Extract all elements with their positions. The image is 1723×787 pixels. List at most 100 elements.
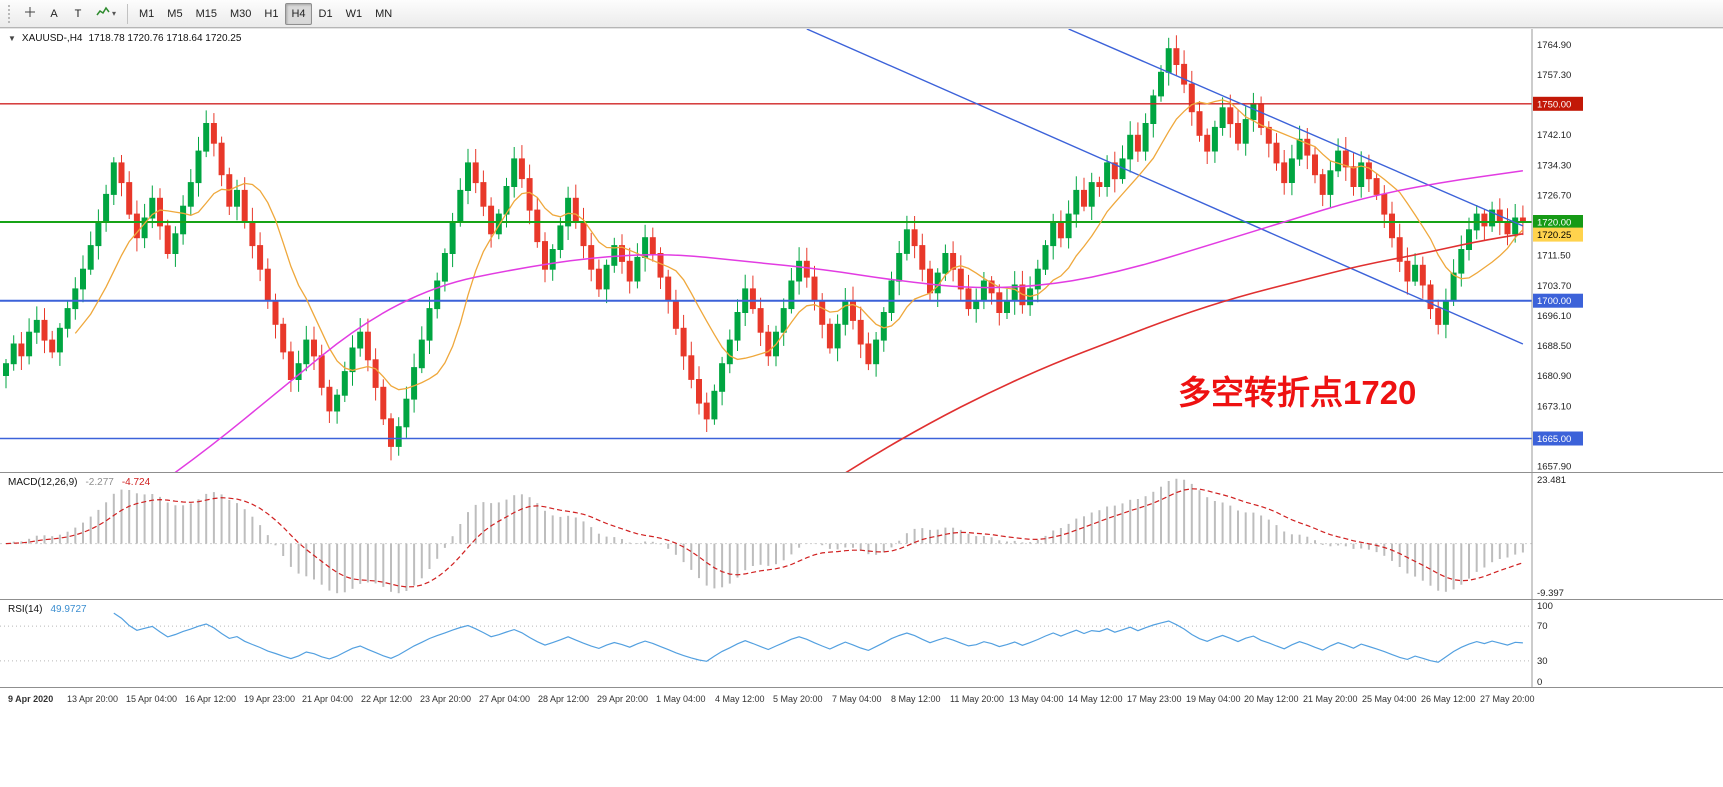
time-label: 13 May 04:00	[1009, 694, 1064, 704]
timeframe-button-h4[interactable]: H4	[285, 2, 312, 25]
macd-label-row: MACD(12,26,9) -2.277 -4.724	[8, 477, 150, 488]
price-tick: 1688.50	[1537, 341, 1571, 352]
time-label: 11 May 20:00	[950, 694, 1004, 704]
chart-window: 1764.90 1757.30 1742.10 1734.30 1726.70 1711.…	[0, 28, 1723, 787]
price-badge: 1665.00	[1533, 431, 1583, 446]
collapse-icon[interactable]: ▼	[8, 34, 16, 43]
price-tick: 1742.10	[1537, 130, 1571, 141]
time-label: 9 Apr 2020	[8, 694, 54, 704]
rsi-chart[interactable]: 100 70 30 0	[0, 600, 1723, 687]
time-label: 1 May 04:00	[656, 694, 706, 704]
rsi-axis-label: 30	[1537, 656, 1548, 667]
price-tick: 1657.90	[1537, 462, 1571, 473]
macd-signal-line	[5, 488, 1524, 588]
trendlines[interactable]	[806, 29, 1524, 345]
time-label: 22 Apr 12:00	[361, 694, 413, 704]
rsi-axis-label: 100	[1537, 601, 1553, 612]
macd-value: -2.277	[85, 477, 114, 488]
time-label: 29 Apr 20:00	[597, 694, 649, 704]
svg-text:1720.00: 1720.00	[1537, 218, 1571, 229]
price-tick: 1726.70	[1537, 191, 1571, 202]
ohlc-values: 1718.78 1720.76 1718.64 1720.25	[88, 33, 242, 44]
time-label: 8 May 12:00	[891, 694, 941, 704]
time-label: 28 Apr 12:00	[538, 694, 590, 704]
rsi-axis-label: 0	[1537, 677, 1542, 687]
price-tick: 1711.50	[1537, 250, 1571, 261]
timeframe-button-m5[interactable]: M5	[161, 3, 188, 25]
chart-annotation: 多空转折点1720	[1178, 374, 1416, 411]
price-tick: 1680.90	[1537, 371, 1571, 382]
svg-text:1720.25: 1720.25	[1537, 230, 1571, 241]
macd-histogram	[12, 478, 1524, 594]
time-label: 21 Apr 04:00	[302, 694, 354, 704]
time-label: 19 May 04:00	[1186, 694, 1241, 704]
chevron-down-icon: ▾	[112, 9, 117, 18]
macd-min-label: -9.397	[1537, 588, 1564, 599]
time-label: 23 Apr 20:00	[420, 694, 472, 704]
macd-panel[interactable]: 23.481 -9.397 MACD(12,26,9) -2.277 -4.724	[0, 472, 1723, 599]
time-label: 5 May 20:00	[773, 694, 823, 704]
indicators-button[interactable]: ▾	[90, 3, 122, 25]
time-label: 27 May 20:00	[1480, 694, 1535, 704]
price-tick: 1764.90	[1537, 40, 1571, 51]
time-label: 4 May 12:00	[715, 694, 765, 704]
indicator-icon	[96, 6, 110, 21]
rsi-panel[interactable]: 100 70 30 0 RSI(14) 49.9727	[0, 599, 1723, 687]
price-badge: 1720.25	[1533, 227, 1583, 242]
time-label: 20 May 12:00	[1244, 694, 1299, 704]
price-badge: 1750.00	[1533, 96, 1583, 111]
crosshair-button[interactable]	[18, 3, 42, 25]
label-tool-button[interactable]: T	[66, 3, 90, 25]
time-label: 27 Apr 04:00	[479, 694, 531, 704]
rsi-levels	[0, 625, 1532, 662]
timeframe-group: M1 M5 M15 M30 H1 H4 D1 W1 MN	[133, 2, 398, 25]
price-badge: 1700.00	[1533, 293, 1583, 308]
toolbar-grip	[8, 4, 14, 23]
svg-text:1665.00: 1665.00	[1537, 434, 1571, 445]
time-label: 7 May 04:00	[832, 694, 882, 704]
timeframe-button-m15[interactable]: M15	[190, 3, 223, 25]
price-tick: 1734.30	[1537, 161, 1571, 172]
symbol-period-label: XAUUSD-,H4	[21, 33, 83, 44]
level-lines[interactable]	[0, 103, 1532, 440]
macd-max-label: 23.481	[1537, 475, 1566, 486]
rsi-axis-label: 70	[1537, 621, 1548, 632]
time-label: 13 Apr 20:00	[67, 694, 119, 704]
toolbar-separator	[127, 3, 129, 24]
price-tick: 1696.10	[1537, 311, 1571, 322]
macd-chart[interactable]: 23.481 -9.397	[0, 473, 1723, 599]
time-label: 15 Apr 04:00	[126, 694, 178, 704]
timeframe-button-m30[interactable]: M30	[224, 3, 257, 25]
macd-signal-value: -4.724	[121, 477, 151, 488]
crosshair-icon	[24, 6, 36, 21]
time-label: 25 May 04:00	[1362, 694, 1417, 704]
price-axis[interactable]: 1764.90 1757.30 1742.10 1734.30 1726.70 1711.…	[1531, 29, 1583, 473]
moving-averages	[74, 99, 1524, 472]
time-label: 17 May 23:00	[1127, 694, 1182, 704]
svg-text:1750.00: 1750.00	[1537, 99, 1571, 110]
price-chart[interactable]: 1764.90 1757.30 1742.10 1734.30 1726.70 1711.…	[0, 29, 1723, 472]
time-label: 21 May 20:00	[1303, 694, 1358, 704]
time-label: 26 May 12:00	[1421, 694, 1476, 704]
svg-text:1700.00: 1700.00	[1537, 296, 1571, 307]
time-label: 19 Apr 23:00	[244, 694, 296, 704]
rsi-value: 49.9727	[50, 604, 87, 615]
price-tick: 1673.10	[1537, 402, 1571, 413]
time-axis[interactable]: 9 Apr 2020 13 Apr 20:00 15 Apr 04:00 16 Apr…	[0, 687, 1723, 709]
timeframe-button-mn[interactable]: MN	[369, 3, 398, 25]
rsi-line	[113, 612, 1523, 663]
timeframe-button-m1[interactable]: M1	[133, 3, 160, 25]
text-tool-button[interactable]: A	[42, 3, 66, 25]
timeframe-button-d1[interactable]: D1	[313, 3, 339, 25]
price-tick: 1703.70	[1537, 281, 1571, 292]
price-panel[interactable]: 1764.90 1757.30 1742.10 1734.30 1726.70 1711.…	[0, 29, 1723, 472]
toolbar: A T ▾ M1 M5 M15 M30 H1 H4 D1 W1 MN	[0, 0, 1723, 28]
timeframe-button-w1[interactable]: W1	[340, 3, 369, 25]
macd-name-label: MACD(12,26,9)	[8, 477, 78, 488]
rsi-name-label: RSI(14)	[8, 604, 43, 615]
time-label: 14 May 12:00	[1068, 694, 1123, 704]
price-tick: 1757.30	[1537, 70, 1571, 81]
time-label: 16 Apr 12:00	[185, 694, 237, 704]
rsi-label-row: RSI(14) 49.9727	[8, 604, 87, 615]
timeframe-button-h1[interactable]: H1	[258, 3, 284, 25]
